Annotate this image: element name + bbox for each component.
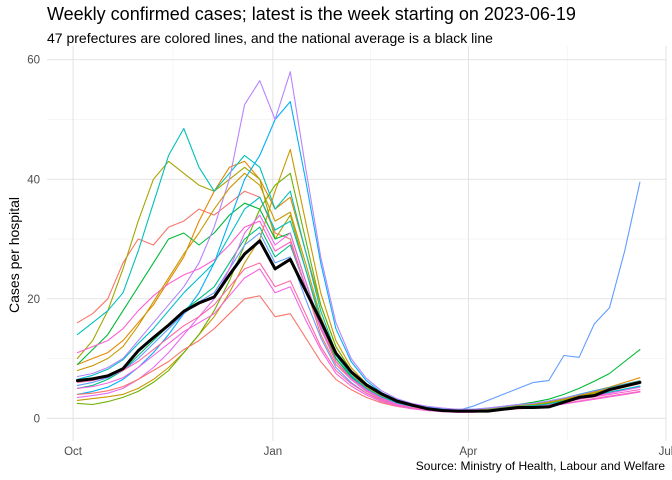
y-tick-label: 60 [27, 55, 40, 67]
prefecture-line [76, 172, 641, 412]
national-average-line [75, 239, 642, 413]
source-caption: Source: Ministry of Health, Labour and W… [415, 459, 665, 473]
prefecture-line [76, 71, 641, 410]
y-tick-label: 40 [27, 174, 40, 186]
y-tick-label: 0 [34, 413, 40, 425]
chart-title: Weekly confirmed cases; latest is the we… [47, 4, 576, 24]
y-tick-label: 20 [27, 294, 40, 306]
y-axis-ticks: 0 20 40 60 [27, 55, 40, 426]
x-tick-label: Jul [659, 446, 672, 458]
x-tick-label: Jan [264, 446, 283, 458]
chart-subtitle: 47 prefectures are colored lines, and th… [47, 30, 493, 46]
x-tick-label: Apr [459, 446, 477, 458]
x-axis-ticks: Oct Jan Apr Jul [64, 446, 672, 458]
prefecture-line [76, 196, 641, 412]
national-average-line-group [75, 239, 642, 413]
x-tick-label: Oct [64, 446, 83, 458]
